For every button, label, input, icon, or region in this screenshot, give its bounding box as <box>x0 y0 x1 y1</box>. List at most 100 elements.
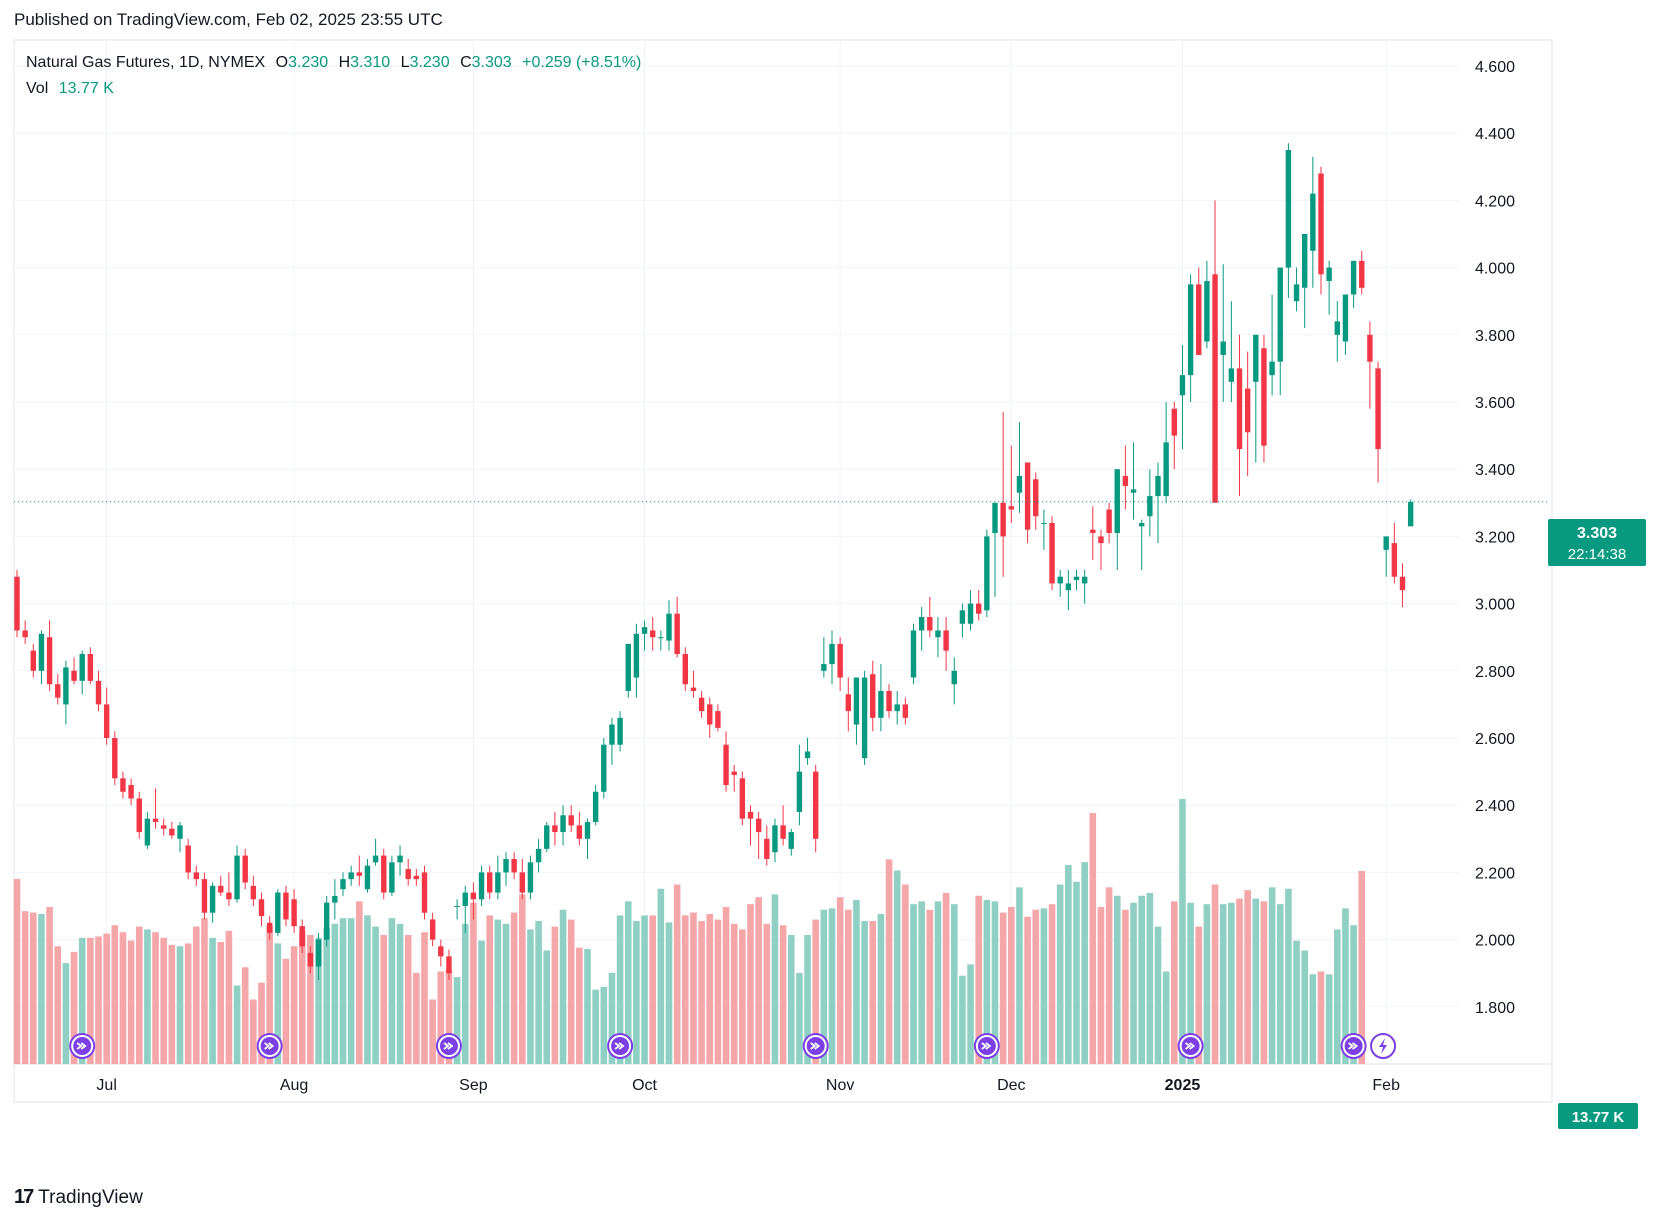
volume-bar <box>902 884 909 1064</box>
y-tick-label: 4.200 <box>1475 193 1515 210</box>
volume-bar <box>975 895 982 1064</box>
candle-body <box>1163 442 1169 497</box>
candle <box>348 865 354 886</box>
volume-bar <box>1219 904 1227 1064</box>
volume-bar <box>1171 901 1178 1064</box>
candle-body <box>71 670 77 681</box>
candle <box>780 805 786 846</box>
candle-body <box>46 637 53 685</box>
candle-body <box>429 919 436 940</box>
earnings-event-icon[interactable] <box>1370 1033 1397 1059</box>
candle <box>927 596 933 638</box>
candle-body <box>209 885 216 913</box>
volume-bar <box>804 935 811 1064</box>
volume-bar <box>942 892 950 1064</box>
candle <box>291 889 297 933</box>
rollover-event-icon[interactable] <box>256 1033 283 1059</box>
volume-bar <box>673 884 681 1064</box>
candle <box>601 738 607 799</box>
candle-body <box>177 825 183 839</box>
event-markers[interactable] <box>69 1033 1397 1059</box>
candle <box>487 865 493 900</box>
volume-bar <box>1130 902 1137 1064</box>
candle-body <box>1310 193 1316 251</box>
legend-volume: Vol 13.77 K <box>26 80 120 98</box>
candle-body <box>1122 475 1129 486</box>
y-tick-label: 2.000 <box>1475 933 1515 950</box>
candle <box>136 791 142 839</box>
legend-symbol[interactable]: Natural Gas Futures, 1D, NYMEX <box>26 54 266 71</box>
candle-body <box>804 751 811 759</box>
rollover-event-icon[interactable] <box>973 1033 1000 1059</box>
tradingview-logo[interactable]: 17 TradingView <box>14 1186 143 1209</box>
candle-body <box>438 946 444 957</box>
candle <box>1049 516 1055 591</box>
candle-body <box>764 838 770 859</box>
volume-bar <box>877 913 885 1064</box>
rollover-event-icon[interactable] <box>435 1033 462 1059</box>
candle <box>943 617 949 671</box>
candle-body <box>658 637 664 639</box>
candle <box>1244 351 1251 476</box>
candle-body <box>568 815 574 826</box>
x-tick-label: Jul <box>96 1077 116 1094</box>
volume-bar <box>38 913 45 1064</box>
price-badge[interactable]: 3.303 22:14:38 <box>1548 519 1646 566</box>
time-axis[interactable]: Jul Aug Sep Oct Nov Dec 2025 Feb <box>96 1077 1400 1094</box>
candle-body <box>421 872 428 913</box>
volume-bar <box>755 897 762 1064</box>
volume-bar <box>461 923 469 1064</box>
rollover-event-icon[interactable] <box>802 1033 829 1059</box>
rollover-event-icon[interactable] <box>1177 1033 1204 1059</box>
y-tick-label: 3.800 <box>1475 328 1515 345</box>
y-tick-label: 3.600 <box>1475 395 1515 412</box>
volume-bar <box>1146 892 1154 1064</box>
candle <box>209 882 216 923</box>
volume-bar <box>233 985 241 1064</box>
candle-body <box>364 865 371 890</box>
candle-body <box>861 677 868 759</box>
volume-bar <box>241 967 249 1064</box>
candle-body <box>299 926 305 947</box>
candle <box>1318 166 1324 295</box>
candle-body <box>324 902 330 940</box>
volume-bar <box>217 942 225 1064</box>
candle-body <box>128 785 134 799</box>
price-axis[interactable]: 1.800 2.000 2.200 2.400 2.600 2.800 3.000 3.200… <box>1475 59 1515 1017</box>
volume-bar <box>1073 881 1080 1064</box>
candle-body <box>739 778 746 819</box>
candle-body <box>609 724 615 745</box>
volume-bar <box>1252 898 1260 1064</box>
volume-bar <box>95 936 102 1064</box>
candle <box>1139 519 1145 570</box>
volume-bar <box>576 947 583 1064</box>
rollover-event-icon[interactable] <box>607 1033 634 1059</box>
candle-body <box>1147 496 1153 517</box>
candle <box>764 825 770 866</box>
candle <box>845 677 851 732</box>
candle-body <box>487 872 493 893</box>
volume-bar <box>1244 890 1251 1064</box>
rollover-event-icon[interactable] <box>1340 1033 1367 1059</box>
x-tick-label: Oct <box>632 1077 657 1094</box>
candle <box>609 717 615 765</box>
candle <box>682 647 688 691</box>
candle <box>234 845 240 903</box>
volume-bar <box>730 923 738 1064</box>
volume-bar <box>413 972 420 1064</box>
candle-body <box>372 855 379 863</box>
candle <box>650 617 656 651</box>
volume-bar <box>1203 904 1211 1064</box>
candle <box>315 932 322 980</box>
volume-bar <box>307 935 314 1064</box>
candle <box>584 818 591 859</box>
volume-bar <box>184 943 192 1064</box>
candle <box>226 872 232 906</box>
rollover-event-icon[interactable] <box>69 1033 96 1059</box>
volume-bar <box>111 925 119 1064</box>
legend-h-label: H <box>338 54 351 71</box>
volume-bar <box>1138 895 1145 1064</box>
candle <box>796 744 803 826</box>
candle <box>821 637 827 678</box>
